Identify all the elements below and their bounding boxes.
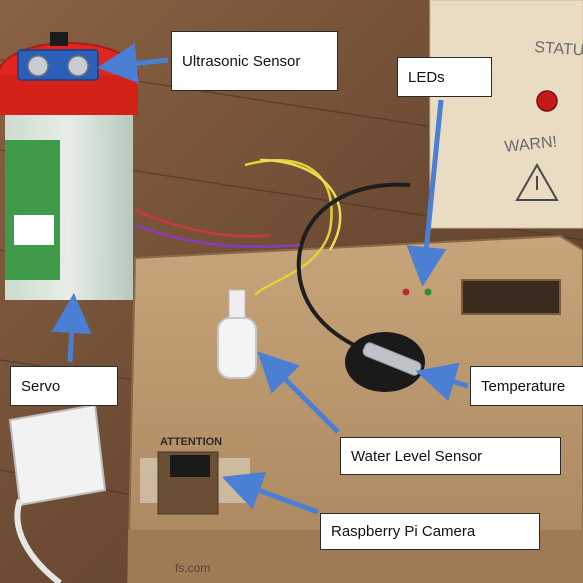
label-text: Temperature	[481, 377, 566, 395]
arrow-camera	[221, 471, 319, 515]
inset-photo	[429, 0, 583, 229]
attention-text: ATTENTION	[160, 436, 222, 448]
label-water-level-sensor: Water Level Sensor	[340, 437, 561, 475]
inset-status-text: STATUS	[534, 39, 583, 60]
led-red	[402, 288, 410, 296]
jar-lid-rim	[0, 75, 138, 115]
power-adapter	[8, 403, 107, 507]
label-raspberry-pi-camera: Raspberry Pi Camera	[320, 513, 540, 550]
arrow-servo	[51, 293, 92, 363]
arrow-leds	[406, 99, 447, 287]
jar-barcode	[14, 215, 54, 245]
ultrasonic-eye-left	[27, 55, 49, 77]
label-text: Raspberry Pi Camera	[331, 523, 476, 540]
box-cutout	[461, 279, 561, 315]
water-level-float	[217, 317, 257, 379]
callout-arrows	[51, 43, 469, 515]
arrow-water-level	[257, 351, 340, 434]
jar-label	[5, 140, 60, 280]
label-ultrasonic-sensor: Ultrasonic Sensor	[171, 31, 338, 91]
camera-module	[170, 455, 210, 477]
arrow-ultrasonic	[97, 43, 169, 84]
warning-triangle-icon	[515, 162, 559, 201]
label-temperature: Temperature	[470, 366, 583, 406]
label-servo: Servo	[10, 366, 118, 406]
ultrasonic-pins	[50, 32, 68, 46]
adapter-cable	[14, 499, 62, 583]
led-green	[424, 288, 432, 296]
inset-led	[536, 90, 558, 112]
float-stem	[228, 289, 246, 321]
label-leds: LEDs	[397, 57, 492, 97]
label-text: Servo	[21, 377, 61, 395]
label-text: Ultrasonic Sensor	[182, 52, 301, 70]
box-brand-text: fs.com	[175, 561, 210, 575]
ultrasonic-eye-right	[67, 55, 89, 77]
inset-warn-text: WARN!	[504, 134, 558, 156]
arrow-temperature	[415, 362, 469, 402]
label-text: Water Level Sensor	[351, 447, 483, 465]
label-text: LEDs	[408, 68, 445, 86]
